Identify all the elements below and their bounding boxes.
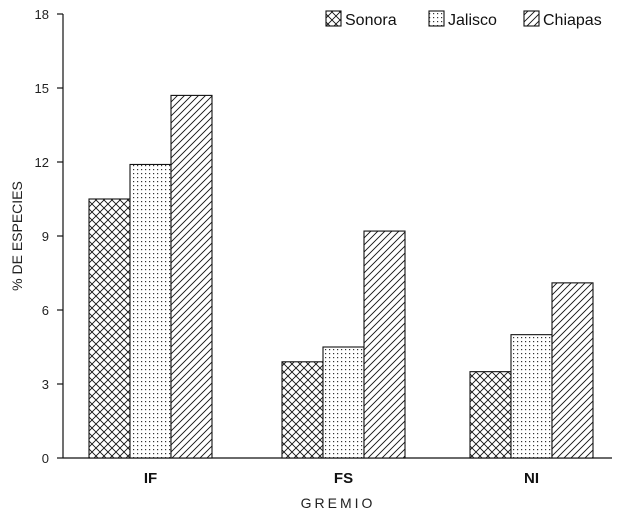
bar-ni-sonora — [469, 371, 512, 459]
bar-if-sonora — [88, 198, 131, 459]
y-tick-label: 0 — [42, 451, 49, 466]
y-tick-label: 6 — [42, 303, 49, 318]
legend-label-sonora: Sonora — [345, 12, 397, 29]
y-tick-label: 18 — [35, 7, 49, 22]
bar-if-chiapas — [170, 94, 213, 459]
y-tick-label: 9 — [42, 229, 49, 244]
legend: Sonora Jalisco Chiapas — [325, 10, 602, 29]
bar-if-jalisco — [129, 163, 172, 459]
legend-swatch-jalisco — [428, 10, 445, 27]
legend-swatch-chiapas — [523, 10, 540, 27]
bar-fs-chiapas — [363, 230, 406, 459]
bar-fs-jalisco — [322, 346, 365, 459]
x-axis-title: GREMIO — [301, 495, 376, 511]
bar-ni-chiapas — [551, 282, 594, 459]
bar-ni-jalisco — [510, 334, 553, 459]
category-labels: IF FS NI — [144, 470, 539, 487]
category-label: NI — [524, 470, 539, 487]
legend-swatch-sonora — [325, 10, 342, 27]
y-axis: 0 3 6 9 12 15 18 — [35, 7, 64, 466]
legend-label-jalisco: Jalisco — [448, 12, 497, 29]
legend-label-chiapas: Chiapas — [543, 12, 602, 29]
y-tick-label: 15 — [35, 81, 49, 96]
bars-group — [88, 94, 594, 459]
y-axis-title: % DE ESPECIES — [9, 181, 25, 291]
y-tick-label: 12 — [35, 155, 49, 170]
y-tick-label: 3 — [42, 377, 49, 392]
bar-fs-sonora — [281, 361, 324, 459]
category-label: FS — [334, 470, 353, 487]
category-label: IF — [144, 470, 157, 487]
